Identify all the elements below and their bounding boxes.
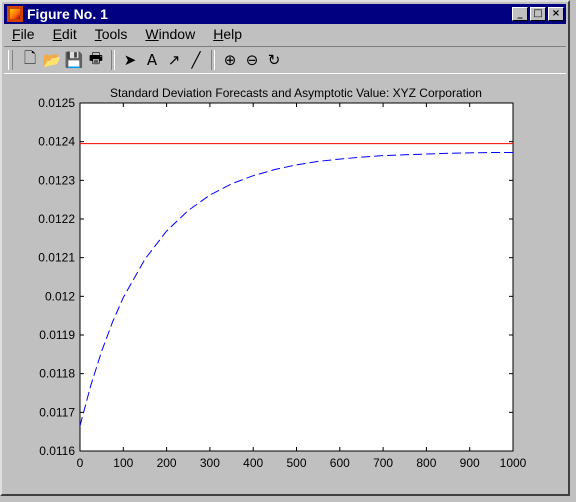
minimize-button[interactable]: _ bbox=[512, 7, 528, 21]
y-tick-label: 0.0117 bbox=[39, 405, 75, 419]
insert-text-icon[interactable]: A bbox=[146, 51, 158, 69]
maximize-button[interactable]: □ bbox=[530, 7, 546, 21]
insert-line-icon[interactable]: ╱ bbox=[191, 51, 201, 69]
x-tick-label: 500 bbox=[286, 456, 306, 470]
y-tick-label: 0.0121 bbox=[38, 251, 75, 265]
y-tick-label: 0.0125 bbox=[38, 96, 75, 110]
zoom-in-icon[interactable]: ⊕ bbox=[223, 51, 237, 69]
print-icon[interactable]: 🖶 bbox=[88, 48, 104, 67]
menu-file[interactable]: File bbox=[12, 26, 35, 42]
x-tick-label: 200 bbox=[157, 456, 177, 470]
menu-window[interactable]: Window bbox=[145, 26, 196, 42]
toolbar-separator bbox=[211, 50, 215, 70]
save-icon[interactable]: 💾 bbox=[64, 51, 84, 69]
title-bar[interactable]: Figure No. 1 _ □ × bbox=[4, 4, 566, 24]
menu-help[interactable]: Help bbox=[213, 26, 243, 42]
axes-background bbox=[79, 102, 514, 452]
toolbar-grip[interactable] bbox=[8, 50, 13, 70]
chart-title: Standard Deviation Forecasts and Asympto… bbox=[110, 86, 482, 100]
y-tick-label: 0.0119 bbox=[39, 328, 75, 342]
close-button[interactable]: × bbox=[548, 7, 564, 21]
y-tick-label: 0.0124 bbox=[38, 135, 75, 149]
x-tick-label: 300 bbox=[200, 456, 220, 470]
select-arrow-icon[interactable]: ➤ bbox=[123, 51, 137, 69]
zoom-out-icon[interactable]: ⊖ bbox=[245, 51, 259, 69]
rotate-icon[interactable]: ↻ bbox=[267, 51, 281, 69]
forecast-series-line bbox=[79, 151, 513, 426]
window-title: Figure No. 1 bbox=[27, 6, 108, 22]
x-tick-label: 100 bbox=[113, 456, 133, 470]
x-tick-label: 700 bbox=[373, 456, 393, 470]
y-tick-label: 0.0123 bbox=[38, 173, 75, 187]
y-tick-label: 0.0116 bbox=[39, 444, 75, 458]
menu-bar: File Edit Tools Window Help bbox=[4, 24, 566, 44]
open-folder-icon[interactable]: 📂 bbox=[42, 51, 62, 69]
chart: Standard Deviation Forecasts and Asympto… bbox=[38, 86, 527, 470]
x-tick-label: 0 bbox=[77, 456, 84, 470]
x-tick-label: 600 bbox=[330, 456, 350, 470]
menu-edit[interactable]: Edit bbox=[52, 26, 77, 42]
plot-area: Standard Deviation Forecasts and Asympto… bbox=[2, 74, 564, 499]
matlab-logo-icon bbox=[7, 6, 23, 22]
menu-tools[interactable]: Tools bbox=[94, 26, 128, 42]
y-tick-label: 0.0118 bbox=[39, 367, 75, 381]
figure-window: Figure No. 1 _ □ × File Edit Tools Windo… bbox=[0, 0, 570, 496]
insert-arrow-icon[interactable]: ↗ bbox=[167, 51, 181, 69]
toolbar-separator bbox=[111, 50, 115, 70]
x-tick-label: 400 bbox=[243, 456, 263, 470]
x-tick-label: 800 bbox=[416, 456, 436, 470]
toolbar: 🗋 📂 💾 🖶 ➤ A ↗ ╱ ⊕ ⊖ ↻ bbox=[4, 46, 566, 74]
x-tick-label: 900 bbox=[460, 456, 480, 470]
y-tick-label: 0.0122 bbox=[38, 212, 75, 226]
y-tick-label: 0.012 bbox=[45, 289, 75, 303]
x-tick-label: 1000 bbox=[500, 456, 527, 470]
new-file-icon[interactable]: 🗋 bbox=[23, 48, 37, 67]
